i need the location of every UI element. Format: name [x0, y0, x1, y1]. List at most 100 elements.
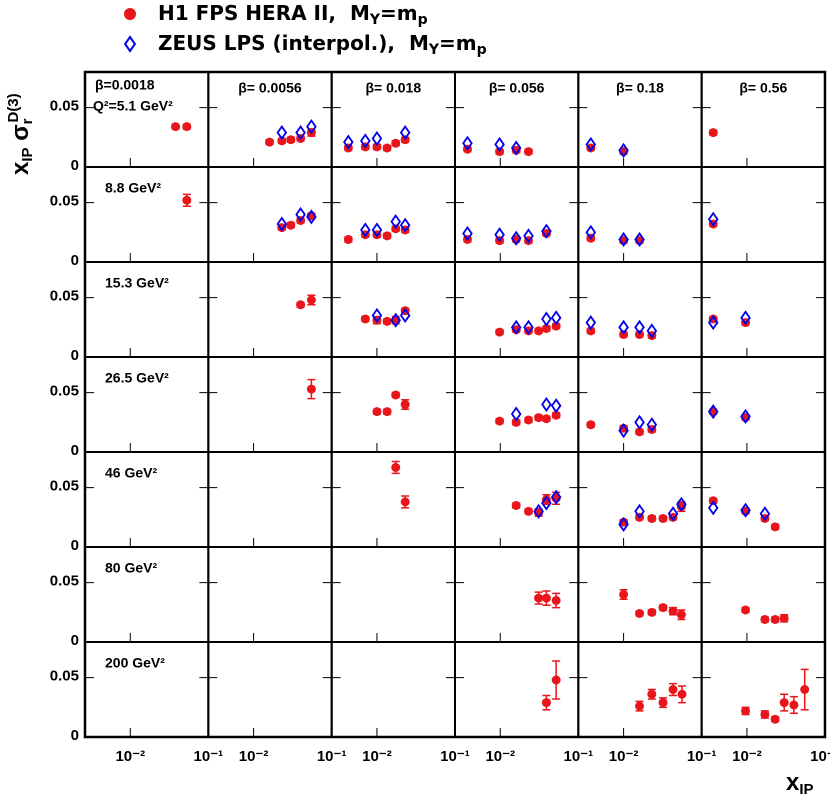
zeus-point — [523, 228, 534, 244]
h1-point — [182, 122, 192, 132]
zeus-point — [707, 404, 719, 420]
y-tick-label: 0 — [71, 537, 79, 554]
x-tick-label: 10⁻² — [115, 748, 145, 765]
zeus-point — [371, 222, 383, 238]
panel-frame — [453, 261, 580, 358]
y-axis-label-part: r — [19, 118, 36, 124]
zeus-point — [390, 214, 402, 230]
zeus-point — [390, 312, 402, 328]
h1-point — [770, 522, 780, 532]
zeus-point — [667, 506, 679, 522]
h1-point — [760, 614, 770, 624]
zeus-point — [618, 231, 629, 248]
h1-point — [647, 514, 657, 523]
legend-text: ZEUS LPS (interpol.), M — [158, 31, 429, 55]
y-tick-label: 0 — [71, 157, 79, 174]
h1-point — [296, 300, 306, 310]
h1-point — [382, 231, 392, 241]
zeus-point — [295, 206, 306, 223]
h1-point — [382, 316, 392, 326]
zeus-point — [707, 500, 719, 516]
zeus-point — [550, 310, 562, 326]
h1-point — [171, 122, 181, 132]
y-tick-label: 0.05 — [50, 193, 79, 210]
h1-point — [658, 603, 668, 613]
h1-point — [541, 698, 551, 708]
zeus-point — [295, 124, 306, 141]
h1-point — [586, 420, 596, 430]
zeus-point — [618, 142, 629, 158]
h1-point — [770, 614, 780, 624]
legend-text: p — [418, 12, 428, 28]
zeus-point — [541, 495, 552, 511]
row-label: 200 GeV² — [105, 655, 165, 671]
h1-point — [495, 327, 505, 337]
h1-point — [676, 610, 686, 620]
zeus-point — [533, 503, 544, 519]
x-tick-label: 10⁻² — [362, 748, 392, 765]
h1-point — [534, 413, 544, 423]
outer-frame — [83, 70, 827, 739]
panel-frame — [577, 356, 703, 453]
h1-point — [658, 514, 668, 523]
panel-frame — [700, 546, 826, 643]
panel-frame — [453, 641, 580, 738]
panel-frame — [577, 166, 703, 263]
h1-point — [265, 137, 275, 147]
zeus-point — [634, 414, 645, 430]
h1-point — [770, 714, 780, 724]
row-label: Q²=5.1 GeV² — [93, 98, 173, 114]
panel-frame — [453, 166, 580, 263]
column-label: β= 0.18 — [616, 80, 664, 96]
legend-text: =m — [439, 31, 477, 55]
y-tick-label: 0.05 — [50, 478, 79, 495]
x-tick-label: 10⁻² — [732, 748, 762, 765]
h1-point — [551, 321, 561, 331]
h1-point — [658, 698, 668, 708]
zeus-point — [541, 396, 552, 413]
row-label: 26.5 GeV² — [105, 370, 169, 386]
h1-point — [541, 414, 551, 424]
x-tick-label: 10⁻¹ — [810, 748, 830, 765]
y-tick-label: 0.05 — [50, 98, 79, 115]
column-label: β= 0.056 — [489, 80, 545, 96]
panel-frame — [330, 546, 456, 643]
h1-point — [586, 326, 596, 336]
zeus-point — [646, 323, 658, 339]
legend-text: =m — [380, 1, 418, 25]
panel-frame — [700, 261, 826, 358]
x-tick-label: 10⁻² — [485, 748, 515, 765]
panel-frame — [207, 261, 333, 358]
zeus-point — [510, 140, 522, 156]
zeus-point — [399, 307, 411, 324]
panel-frame — [700, 451, 826, 548]
zeus-point — [585, 224, 597, 240]
panel-frame — [330, 641, 456, 738]
zeus-point — [541, 223, 552, 239]
h1-point — [541, 324, 551, 333]
panel-frame — [207, 546, 333, 643]
zeus-point — [585, 136, 597, 153]
zeus-point — [618, 423, 629, 439]
h1-point — [511, 145, 521, 155]
h1-point — [551, 595, 561, 605]
h1-point — [372, 407, 382, 417]
h1-point — [619, 517, 629, 527]
h1-point — [523, 415, 533, 425]
h1-point — [779, 698, 789, 708]
panel-frame — [330, 356, 456, 453]
h1-point — [306, 295, 316, 305]
zeus-point — [276, 124, 288, 141]
x-tick-label: 10⁻¹ — [564, 748, 594, 765]
x-tick-label: 10⁻² — [239, 748, 269, 765]
h1-point — [372, 142, 382, 152]
h1-point — [800, 685, 810, 694]
panel-frame — [577, 261, 703, 358]
zeus-point — [550, 398, 562, 414]
h1-point — [541, 229, 551, 238]
h1-point — [789, 700, 799, 710]
h1-point — [619, 423, 629, 433]
legend-marker — [124, 8, 136, 20]
h1-point — [286, 135, 296, 145]
